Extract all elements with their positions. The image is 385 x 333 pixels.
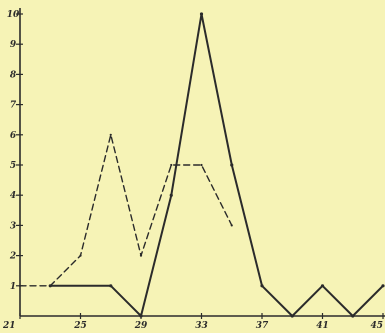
y-tick-label: 10 — [7, 10, 20, 20]
y-tick-label: 8 — [10, 70, 17, 80]
y-tick-label: 3 — [10, 221, 16, 231]
y-tick-label: 6 — [10, 131, 17, 141]
data-point-dashed — [79, 254, 82, 257]
data-point-solid — [351, 314, 355, 318]
series-layer — [18, 12, 385, 318]
data-point-dashed — [139, 254, 143, 257]
data-point-dashed — [230, 224, 233, 227]
data-point-solid — [199, 12, 204, 16]
y-tick-label: 1 — [10, 282, 16, 292]
x-tick-label: 33 — [195, 321, 208, 331]
data-point-dashed — [170, 163, 173, 167]
data-point-solid — [320, 284, 325, 288]
series-solid-line — [49, 13, 384, 317]
y-tick-label: 9 — [10, 40, 17, 50]
data-point-solid — [169, 193, 173, 197]
data-point-solid — [109, 284, 113, 288]
x-tick-label: 25 — [73, 321, 87, 331]
data-point-dashed — [49, 284, 52, 287]
y-tick-label: 5 — [10, 161, 16, 171]
x-tick-label: 45 — [370, 321, 383, 331]
data-point-solid — [381, 284, 385, 288]
data-point-dashed — [200, 163, 203, 167]
x-tick-label: 41 — [316, 321, 329, 331]
data-point-solid — [139, 314, 143, 318]
x-tick-label: 29 — [134, 321, 148, 331]
data-point-solid — [260, 284, 264, 288]
x-tick-label: 37 — [256, 321, 269, 331]
data-point-dashed — [109, 133, 112, 136]
y-tick-label: 2 — [9, 252, 16, 262]
data-point-solid — [230, 163, 234, 167]
data-point-solid — [290, 314, 294, 318]
y-tick-label: 7 — [10, 101, 17, 111]
axes — [16, 8, 385, 319]
y-tick-label: 4 — [10, 191, 16, 201]
data-point-dashed — [18, 284, 22, 287]
x-tick-label: 21 — [2, 321, 16, 331]
series-dashed-line — [19, 134, 233, 287]
